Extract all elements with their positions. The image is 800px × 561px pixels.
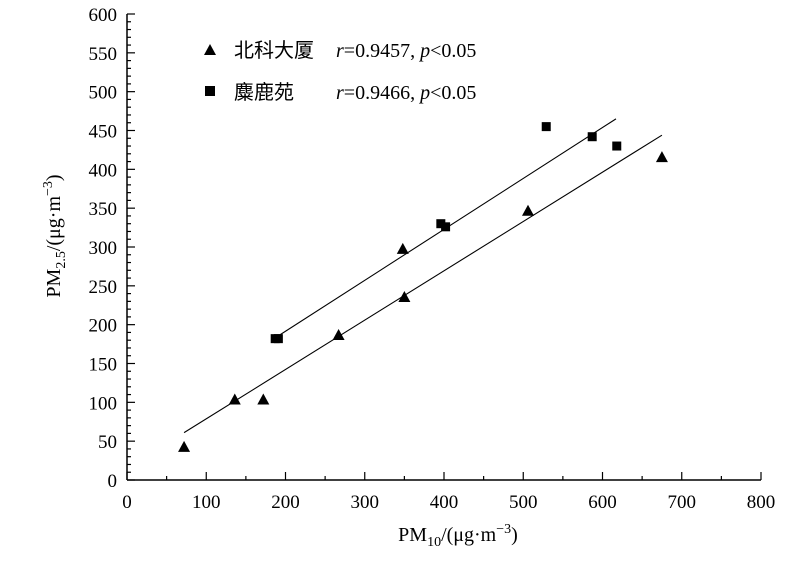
x-tick-label: 700 — [668, 492, 697, 513]
y-tick-label: 550 — [89, 44, 118, 65]
x-tick-label: 600 — [588, 492, 617, 513]
point-series-1 — [396, 242, 409, 254]
x-tick-label: 300 — [351, 492, 380, 513]
point-series-1 — [228, 393, 241, 405]
x-axis-title: PM10/(μg·m−3) — [398, 522, 518, 550]
legend-label-series-2: 麋鹿苑 — [234, 80, 294, 104]
point-series-2 — [441, 222, 451, 232]
x-ticks: 0 100 200 300 400 500 600 700 800 — [122, 472, 775, 513]
point-series-2 — [612, 141, 622, 151]
legend-triangle-marker — [204, 44, 216, 55]
y-tick-label: 100 — [89, 393, 118, 414]
trendlines — [183, 118, 663, 434]
x-tick-label: 800 — [747, 492, 776, 513]
x-tick-label: 0 — [122, 492, 132, 513]
trendline-series-1 — [183, 134, 663, 434]
legend-stat-series-1: r=0.9457, p<0.05 — [336, 40, 476, 62]
x-tick-label: 100 — [192, 492, 221, 513]
point-series-1 — [332, 329, 345, 341]
y-tick-label: 150 — [89, 355, 118, 376]
point-series-2 — [587, 132, 597, 142]
x-tick-label: 200 — [271, 492, 300, 513]
point-series-1 — [178, 440, 191, 452]
y-tick-label: 250 — [89, 277, 118, 298]
y-tick-label: 600 — [89, 5, 118, 26]
y-tick-label: 50 — [98, 432, 117, 453]
point-series-2 — [541, 122, 551, 132]
y-tick-label: 500 — [89, 83, 118, 104]
legend-entry-series-2: 麋鹿苑 r=0.9466, p<0.05 — [205, 80, 476, 104]
y-axis-title: PM2.5/(μg·m−3) — [41, 174, 69, 297]
point-series-1 — [398, 290, 411, 302]
x-tick-label: 500 — [509, 492, 538, 513]
point-series-2 — [273, 334, 283, 344]
y-ticks: 0 50 100 150 200 250 300 350 400 450 500 550 600 — [89, 5, 135, 492]
y-tick-label: 450 — [89, 122, 118, 143]
point-series-1 — [257, 393, 270, 405]
y-tick-label: 200 — [89, 316, 118, 337]
y-tick-label: 300 — [89, 238, 118, 259]
point-series-1 — [655, 151, 668, 163]
x-tick-label: 400 — [430, 492, 459, 513]
y-tick-label: 350 — [89, 199, 118, 220]
legend: 北科大厦 r=0.9457, p<0.05 麋鹿苑 r=0.9466, p<0.… — [204, 38, 476, 104]
legend-stat-series-2: r=0.9466, p<0.05 — [336, 82, 476, 104]
data-points — [178, 122, 668, 452]
y-tick-label: 400 — [89, 160, 118, 181]
y-tick-label: 0 — [108, 471, 118, 492]
legend-label-series-1: 北科大厦 — [234, 38, 314, 62]
point-series-2 — [436, 219, 446, 229]
legend-square-marker — [205, 86, 215, 96]
point-series-1 — [522, 204, 535, 216]
legend-entry-series-1: 北科大厦 r=0.9457, p<0.05 — [204, 38, 476, 62]
